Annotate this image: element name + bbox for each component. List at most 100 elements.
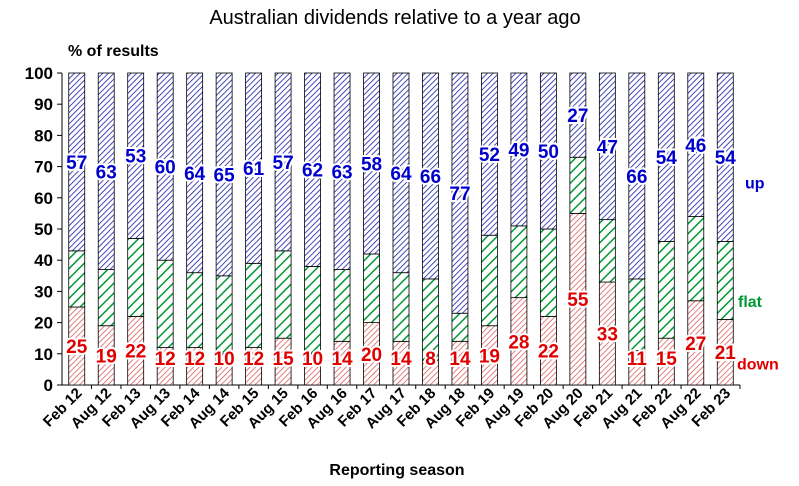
data-label-down: 12 bbox=[243, 349, 264, 370]
data-label-up: 61 bbox=[243, 159, 265, 180]
bar-segment-flat bbox=[687, 216, 705, 302]
bar-segment-up bbox=[363, 72, 380, 255]
series-label-flat: flat bbox=[738, 294, 763, 311]
bar-segment-up bbox=[304, 72, 321, 267]
series-label-up: up bbox=[745, 175, 765, 192]
bar-segment-up bbox=[657, 72, 675, 242]
data-label-up: 65 bbox=[214, 165, 236, 186]
y-tick-label: 20 bbox=[34, 314, 53, 333]
y-tick-label: 70 bbox=[34, 158, 53, 177]
data-label-up: 49 bbox=[508, 140, 529, 161]
bar-segment-up bbox=[274, 72, 292, 252]
bar-segment-flat bbox=[539, 228, 557, 317]
bar-segment-flat bbox=[186, 272, 204, 348]
bar-segment-up bbox=[569, 72, 587, 158]
data-label-down: 22 bbox=[538, 342, 559, 363]
y-tick-label: 40 bbox=[34, 251, 53, 270]
data-label-up: 62 bbox=[302, 161, 323, 182]
bar-segment-up bbox=[716, 72, 734, 242]
data-label-down: 15 bbox=[273, 349, 295, 370]
bar-segment-flat bbox=[68, 250, 86, 308]
data-label-down: 10 bbox=[302, 349, 323, 370]
data-label-up: 60 bbox=[155, 158, 176, 179]
data-label-up: 57 bbox=[273, 153, 294, 174]
bar-segment-flat bbox=[481, 234, 498, 327]
data-label-up: 64 bbox=[184, 164, 206, 185]
data-label-up: 53 bbox=[125, 147, 146, 168]
bar-segment-up bbox=[333, 72, 351, 270]
bar-segment-flat bbox=[657, 241, 675, 339]
data-label-up: 46 bbox=[685, 136, 706, 157]
bar-segment-flat bbox=[97, 269, 115, 327]
bar-segment-up bbox=[481, 72, 498, 236]
y-tick-label: 50 bbox=[34, 220, 53, 239]
y-tick-label: 0 bbox=[44, 376, 53, 395]
data-label-up: 77 bbox=[449, 184, 470, 205]
y-tick-label: 100 bbox=[25, 64, 53, 83]
bar-segment-up bbox=[245, 72, 263, 264]
bar-segment-up bbox=[422, 72, 439, 280]
data-label-down: 21 bbox=[715, 343, 737, 364]
bar-segment-flat bbox=[215, 275, 233, 355]
data-label-down: 27 bbox=[685, 334, 706, 355]
bar-segment-up bbox=[598, 72, 616, 221]
y-tick-label: 60 bbox=[34, 189, 53, 208]
series-label-down: down bbox=[737, 356, 779, 373]
bar-segment-up bbox=[510, 72, 528, 227]
bar-segment-up bbox=[97, 72, 115, 270]
bar-segment-up bbox=[127, 72, 145, 239]
data-label-down: 15 bbox=[656, 349, 678, 370]
bar-segment-flat bbox=[274, 250, 292, 339]
data-label-down: 14 bbox=[390, 349, 412, 370]
data-label-up: 58 bbox=[361, 154, 382, 175]
bar-segment-up bbox=[392, 72, 410, 274]
bar-segment-flat bbox=[127, 237, 145, 317]
bar-segment-flat bbox=[569, 156, 587, 214]
data-label-down: 14 bbox=[331, 349, 353, 370]
bar-segment-flat bbox=[628, 278, 646, 352]
data-label-down: 25 bbox=[66, 337, 88, 358]
y-tick-label: 30 bbox=[34, 282, 53, 301]
data-label-up: 54 bbox=[715, 148, 737, 169]
data-label-up: 66 bbox=[626, 167, 647, 188]
y-tick-label: 90 bbox=[34, 95, 53, 114]
data-label-down: 55 bbox=[567, 290, 589, 311]
bar-segment-up bbox=[156, 72, 174, 261]
data-label-down: 12 bbox=[184, 349, 205, 370]
data-label-down: 22 bbox=[125, 342, 146, 363]
data-label-down: 19 bbox=[479, 346, 500, 367]
bar-segment-up bbox=[215, 72, 233, 277]
data-label-down: 8 bbox=[425, 349, 436, 370]
bar-segment-up bbox=[68, 72, 86, 252]
data-label-up: 64 bbox=[390, 164, 412, 185]
y-tick-label: 10 bbox=[34, 345, 53, 364]
bar-segment-up bbox=[451, 72, 469, 314]
data-label-down: 11 bbox=[627, 349, 648, 370]
bar-segment-flat bbox=[451, 312, 469, 342]
bar-segment-flat bbox=[245, 262, 263, 348]
y-tick-label: 80 bbox=[34, 126, 53, 145]
data-label-up: 63 bbox=[96, 162, 117, 183]
data-label-up: 52 bbox=[479, 145, 500, 166]
data-label-up: 57 bbox=[66, 153, 87, 174]
bar-segment-up bbox=[186, 72, 204, 274]
chart-title: Australian dividends relative to a year … bbox=[209, 7, 580, 29]
data-label-up: 47 bbox=[597, 137, 618, 158]
data-label-down: 19 bbox=[96, 346, 117, 367]
data-label-down: 14 bbox=[449, 349, 471, 370]
data-label-down: 20 bbox=[361, 345, 382, 366]
bar-segment-flat bbox=[156, 259, 174, 348]
data-label-down: 28 bbox=[508, 332, 529, 353]
bar-segment-flat bbox=[392, 272, 410, 342]
bar-segment-up bbox=[687, 72, 705, 217]
bar-segment-flat bbox=[716, 241, 734, 320]
data-label-down: 10 bbox=[214, 349, 235, 370]
bar-segment-flat bbox=[598, 219, 616, 283]
bar-segment-up bbox=[539, 72, 557, 230]
bar-segment-flat bbox=[304, 266, 321, 355]
bar-segment-flat bbox=[333, 269, 351, 342]
bar-segment-flat bbox=[422, 278, 439, 361]
data-label-up: 27 bbox=[567, 106, 588, 127]
data-label-up: 50 bbox=[538, 142, 559, 163]
